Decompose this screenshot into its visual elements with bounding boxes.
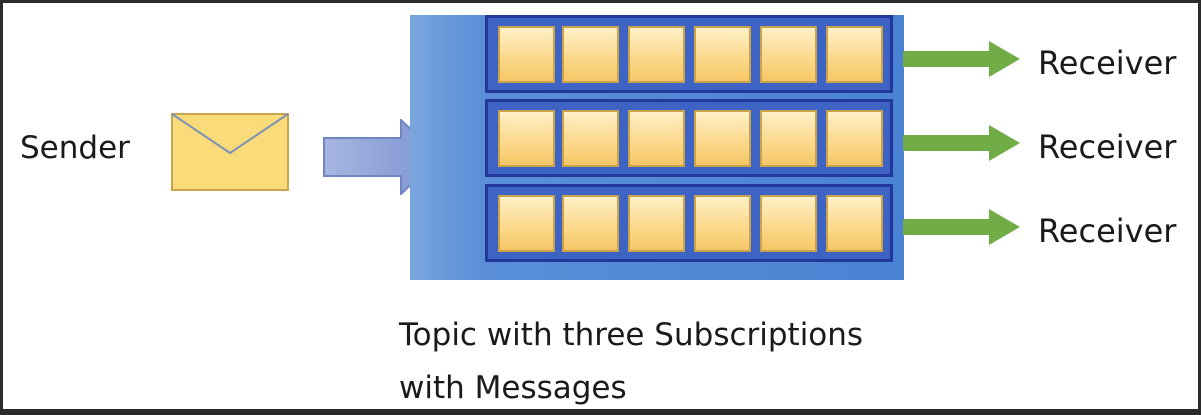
receiver-label-2: Receiver — [1038, 128, 1177, 166]
subscription-1 — [485, 15, 893, 93]
receiver-label-3: Receiver — [1038, 212, 1177, 250]
message-box — [628, 26, 685, 83]
subscription-2 — [485, 99, 893, 177]
caption: Topic with three Subscriptions with Mess… — [399, 309, 863, 415]
message-box — [694, 195, 751, 252]
message-box — [498, 195, 555, 252]
diagram-canvas: Sender Receiver Receiver Receiver Topic … — [3, 3, 1198, 409]
receiver-arrow-icon-1 — [903, 41, 1020, 77]
message-box — [498, 110, 555, 167]
message-box — [498, 26, 555, 83]
message-box — [826, 26, 883, 83]
receiver-arrow-icon-2 — [903, 125, 1020, 161]
caption-line-1: Topic with three Subscriptions — [399, 317, 864, 353]
message-box — [562, 26, 619, 83]
message-box — [760, 26, 817, 83]
message-box — [694, 26, 751, 83]
receiver-arrow-icon-3 — [903, 209, 1020, 245]
caption-line-2: with Messages — [399, 370, 627, 406]
receiver-label-1: Receiver — [1038, 44, 1177, 82]
message-box — [760, 195, 817, 252]
message-box — [826, 195, 883, 252]
message-box — [628, 195, 685, 252]
message-box — [694, 110, 751, 167]
subscription-3 — [485, 184, 893, 262]
envelope-icon — [171, 113, 289, 191]
message-box — [562, 110, 619, 167]
message-box — [760, 110, 817, 167]
message-box — [826, 110, 883, 167]
message-box — [628, 110, 685, 167]
sender-label: Sender — [20, 130, 130, 166]
message-box — [562, 195, 619, 252]
